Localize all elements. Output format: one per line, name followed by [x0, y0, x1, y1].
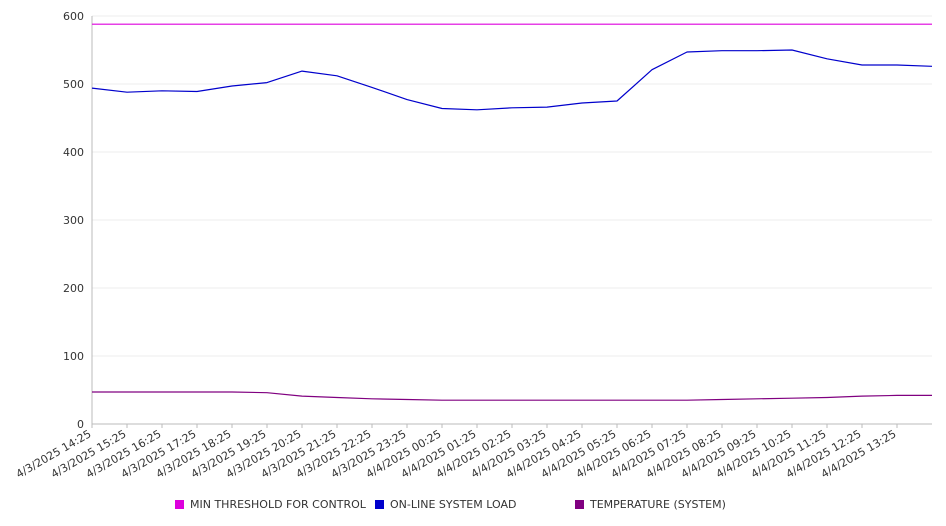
- legend-swatch-threshold: [175, 500, 184, 509]
- series-lines: [91, 23, 933, 401]
- legend-item-load[interactable]: ON-LINE SYSTEM LOAD: [375, 498, 516, 511]
- y-tick-label: 200: [63, 282, 84, 295]
- grid-lines: [92, 15, 932, 357]
- y-tick-labels: 0 100 200 300 400 500 600: [63, 10, 84, 431]
- legend-item-temperature[interactable]: TEMPERATURE (SYSTEM): [575, 498, 726, 511]
- series-line-2: [92, 391, 932, 401]
- y-tick-label: 0: [77, 418, 84, 431]
- y-tick-label: 400: [63, 146, 84, 159]
- legend-swatch-load: [375, 500, 384, 509]
- y-tick-label: 100: [63, 350, 84, 363]
- legend-label-load: ON-LINE SYSTEM LOAD: [390, 498, 517, 511]
- y-tick-label: 500: [63, 78, 84, 91]
- legend: MIN THRESHOLD FOR CONTROL ON-LINE SYSTEM…: [0, 498, 946, 514]
- y-tick-label: 300: [63, 214, 84, 227]
- legend-label-threshold: MIN THRESHOLD FOR CONTROL: [190, 498, 366, 511]
- legend-label-temperature: TEMPERATURE (SYSTEM): [590, 498, 726, 511]
- legend-item-threshold[interactable]: MIN THRESHOLD FOR CONTROL: [175, 498, 366, 511]
- legend-swatch-temperature: [575, 500, 584, 509]
- x-tick-labels: 4/3/2025 14:254/3/2025 15:254/3/2025 16:…: [14, 424, 899, 481]
- series-line-1: [91, 49, 933, 111]
- y-tick-label: 600: [63, 10, 84, 23]
